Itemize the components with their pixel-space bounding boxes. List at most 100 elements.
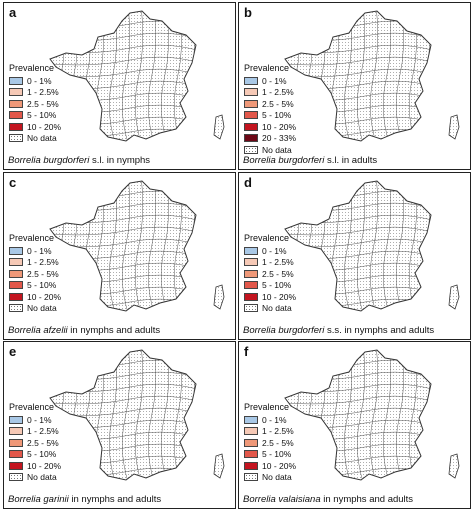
legend-swatch [9, 438, 23, 447]
legend-swatch [9, 473, 23, 482]
legend-item: 10 - 20% [244, 291, 316, 303]
legend-swatch [9, 292, 23, 301]
legend-swatch [244, 134, 258, 143]
legend-swatch [9, 450, 23, 459]
panel-b: b Prevalence 0 - 1% 1 - 2.5% 2.5 - 5% 5 - 1… [238, 2, 471, 170]
legend-item: No data [9, 133, 81, 145]
panel-a: a Prevalence 0 - 1% 1 - 2.5% 2.5 - 5% 5 - 1… [3, 2, 236, 170]
panel-letter: d [244, 175, 252, 190]
panel-d: d Prevalence 0 - 1% 1 - 2.5% 2.5 - 5% 5 - 1… [238, 172, 471, 340]
caption-rest: in nymphs and adults [67, 325, 161, 336]
legend-item: 2.5 - 5% [9, 437, 81, 449]
legend-swatch [244, 246, 258, 255]
legend: Prevalence 0 - 1% 1 - 2.5% 2.5 - 5% 5 - 10%… [9, 402, 81, 483]
legend-swatch [9, 258, 23, 267]
panel-f: f Prevalence 0 - 1% 1 - 2.5% 2.5 - 5% 5 - 1… [238, 341, 471, 509]
legend-item: 1 - 2.5% [244, 257, 316, 269]
legend-item: 10 - 20% [9, 121, 81, 133]
legend-label: 2.5 - 5% [27, 98, 59, 109]
france-outline [49, 349, 197, 481]
france-map [49, 349, 225, 481]
legend-swatch [244, 415, 258, 424]
legend: Prevalence 0 - 1% 1 - 2.5% 2.5 - 5% 5 - 10%… [244, 233, 316, 314]
legend-title: Prevalence [244, 402, 290, 412]
panel-caption: Borrelia garinii in nymphs and adults [8, 494, 161, 505]
legend-item: 2.5 - 5% [244, 437, 316, 449]
legend-label: 5 - 10% [27, 449, 57, 460]
panel-letter: b [244, 5, 252, 20]
france-map [284, 349, 460, 481]
legend-item: 5 - 10% [244, 280, 316, 292]
legend-item: 2.5 - 5% [244, 268, 316, 280]
panel-caption: Borrelia valaisiana in nymphs and adults [243, 494, 413, 505]
legend-label: 5 - 10% [262, 110, 292, 121]
corsica-outline [448, 284, 460, 310]
legend-swatch [9, 99, 23, 108]
legend-label: 5 - 10% [27, 280, 57, 291]
caption-rest: in nymphs and adults [320, 494, 414, 505]
panel-letter: a [9, 5, 17, 20]
legend-label: No data [262, 303, 292, 314]
legend-item: 20 - 33% [244, 133, 316, 145]
legend-title: Prevalence [9, 402, 55, 412]
legend-label: 0 - 1% [262, 75, 287, 86]
legend-item: 2.5 - 5% [244, 98, 316, 110]
legend-item: 0 - 1% [244, 245, 316, 257]
legend-label: 10 - 20% [262, 291, 297, 302]
legend-label: 2.5 - 5% [262, 98, 294, 109]
caption-rest: s.l. in adults [324, 155, 378, 166]
legend-label: 2.5 - 5% [262, 268, 294, 279]
caption-rest: s.l. in nymphs [89, 155, 151, 166]
legend-label: 1 - 2.5% [262, 87, 294, 98]
legend-item: 0 - 1% [9, 414, 81, 426]
legend-item: 5 - 10% [9, 449, 81, 461]
legend-swatch [244, 88, 258, 97]
legend-item: 5 - 10% [9, 110, 81, 122]
france-outline [284, 349, 432, 481]
legend-label: 10 - 20% [262, 460, 297, 471]
caption-species: Borrelia valaisiana [243, 494, 321, 505]
france-outline [49, 10, 197, 142]
legend-swatch [244, 450, 258, 459]
france-outline [49, 180, 197, 312]
legend-label: 2.5 - 5% [27, 437, 59, 448]
legend-item: No data [244, 144, 316, 156]
legend-label: 20 - 33% [262, 133, 297, 144]
legend-item: 1 - 2.5% [9, 87, 81, 99]
corsica-outline [213, 453, 225, 479]
legend-label: 1 - 2.5% [27, 87, 59, 98]
legend-title: Prevalence [244, 63, 290, 73]
legend-label: 0 - 1% [262, 414, 287, 425]
legend-item: 1 - 2.5% [244, 426, 316, 438]
caption-species: Borrelia burgdorferi [243, 325, 325, 336]
france-map [49, 10, 225, 142]
legend-item: 0 - 1% [244, 414, 316, 426]
legend-swatch [9, 111, 23, 120]
legend-label: No data [27, 303, 57, 314]
legend-item: 2.5 - 5% [9, 98, 81, 110]
panel-caption: Borrelia burgdorferi s.s. in nymphs and … [243, 325, 434, 336]
legend-label: 5 - 10% [262, 280, 292, 291]
panel-e: e Prevalence 0 - 1% 1 - 2.5% 2.5 - 5% 5 - 1… [3, 341, 236, 509]
caption-species: Borrelia afzelii [8, 325, 68, 336]
legend-label: 2.5 - 5% [262, 437, 294, 448]
legend-item: 10 - 20% [9, 460, 81, 472]
legend-label: No data [27, 472, 57, 483]
legend-label: 10 - 20% [27, 121, 62, 132]
legend-swatch [244, 99, 258, 108]
legend-title: Prevalence [9, 233, 55, 243]
legend-label: 5 - 10% [27, 110, 57, 121]
legend-item: 5 - 10% [244, 110, 316, 122]
legend-label: 10 - 20% [27, 460, 62, 471]
legend-swatch [244, 281, 258, 290]
panel-letter: f [244, 344, 249, 359]
legend-title: Prevalence [9, 63, 55, 73]
legend-swatch [244, 122, 258, 131]
legend-swatch [9, 246, 23, 255]
legend-item: 10 - 20% [244, 460, 316, 472]
legend-swatch [244, 145, 258, 154]
panel-letter: e [9, 344, 17, 359]
legend-swatch [9, 76, 23, 85]
legend-label: 2.5 - 5% [27, 268, 59, 279]
legend-label: 0 - 1% [27, 414, 52, 425]
